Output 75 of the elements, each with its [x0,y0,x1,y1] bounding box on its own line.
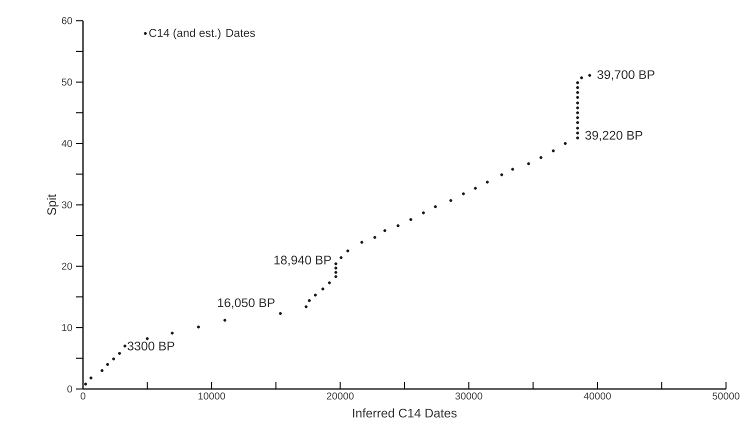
point [576,136,580,140]
point [552,149,555,152]
x-tick-label: 10000 [198,392,226,400]
point [576,106,580,110]
point [576,81,580,84]
point [576,101,580,104]
point [304,305,308,308]
point [462,192,465,196]
y-tick-label: 0 [67,385,72,393]
point [409,218,412,222]
y-tick-label: 30 [62,201,72,208]
point [334,275,338,278]
annotation: 18,940 BP [274,256,331,266]
annotation: 39,700 BP [597,70,654,80]
point [314,294,317,297]
point [576,116,580,120]
point [434,205,437,208]
point [278,312,282,315]
point [334,262,338,266]
point [396,224,400,228]
y-axis-title: Spit [46,194,59,216]
point [89,376,92,380]
annotation: 16,050 BP [218,298,275,309]
x-tick-label: 40000 [584,392,611,400]
point [334,270,338,274]
point [580,76,584,80]
point [373,236,376,239]
x-tick-label: 30000 [455,392,482,400]
point [576,132,580,135]
legend-label: C14 (and est.) Dates [149,28,255,40]
point [422,211,425,214]
y-tick-label: 60 [62,17,72,24]
point [539,156,542,160]
point [308,299,311,302]
point [383,229,386,232]
y-tick-label: 40 [62,140,72,147]
x-tick-label: 0 [80,392,86,400]
y-tick-label: 10 [62,324,72,332]
point [334,266,338,270]
point [576,91,580,94]
annotation: 3300 BP [128,342,174,350]
point [118,352,122,355]
point [564,142,567,145]
point [196,326,200,328]
point [84,382,88,386]
point [576,86,580,90]
point [576,111,580,114]
point [527,162,530,166]
point [112,357,116,360]
point [328,281,331,284]
x-axis-title: Inferred C14 Dates [353,408,457,418]
point [100,369,104,372]
x-tick-label: 50000 [712,392,740,400]
x-tick-label: 20000 [326,392,354,400]
point [486,180,489,184]
point [474,186,477,190]
point [223,318,226,322]
point [321,287,324,290]
point [576,96,580,99]
point [346,249,350,252]
point [449,199,452,202]
y-tick-label: 20 [62,262,72,270]
point [146,337,149,340]
point [340,256,343,260]
y-tick-label: 50 [62,78,72,86]
point [576,121,580,124]
point [588,74,592,77]
point [106,362,110,366]
point [360,240,364,244]
point [500,173,504,176]
point [576,126,580,130]
point [170,332,174,335]
annotation: 39,220 BP [585,130,642,142]
point [511,168,514,171]
point [123,344,126,348]
